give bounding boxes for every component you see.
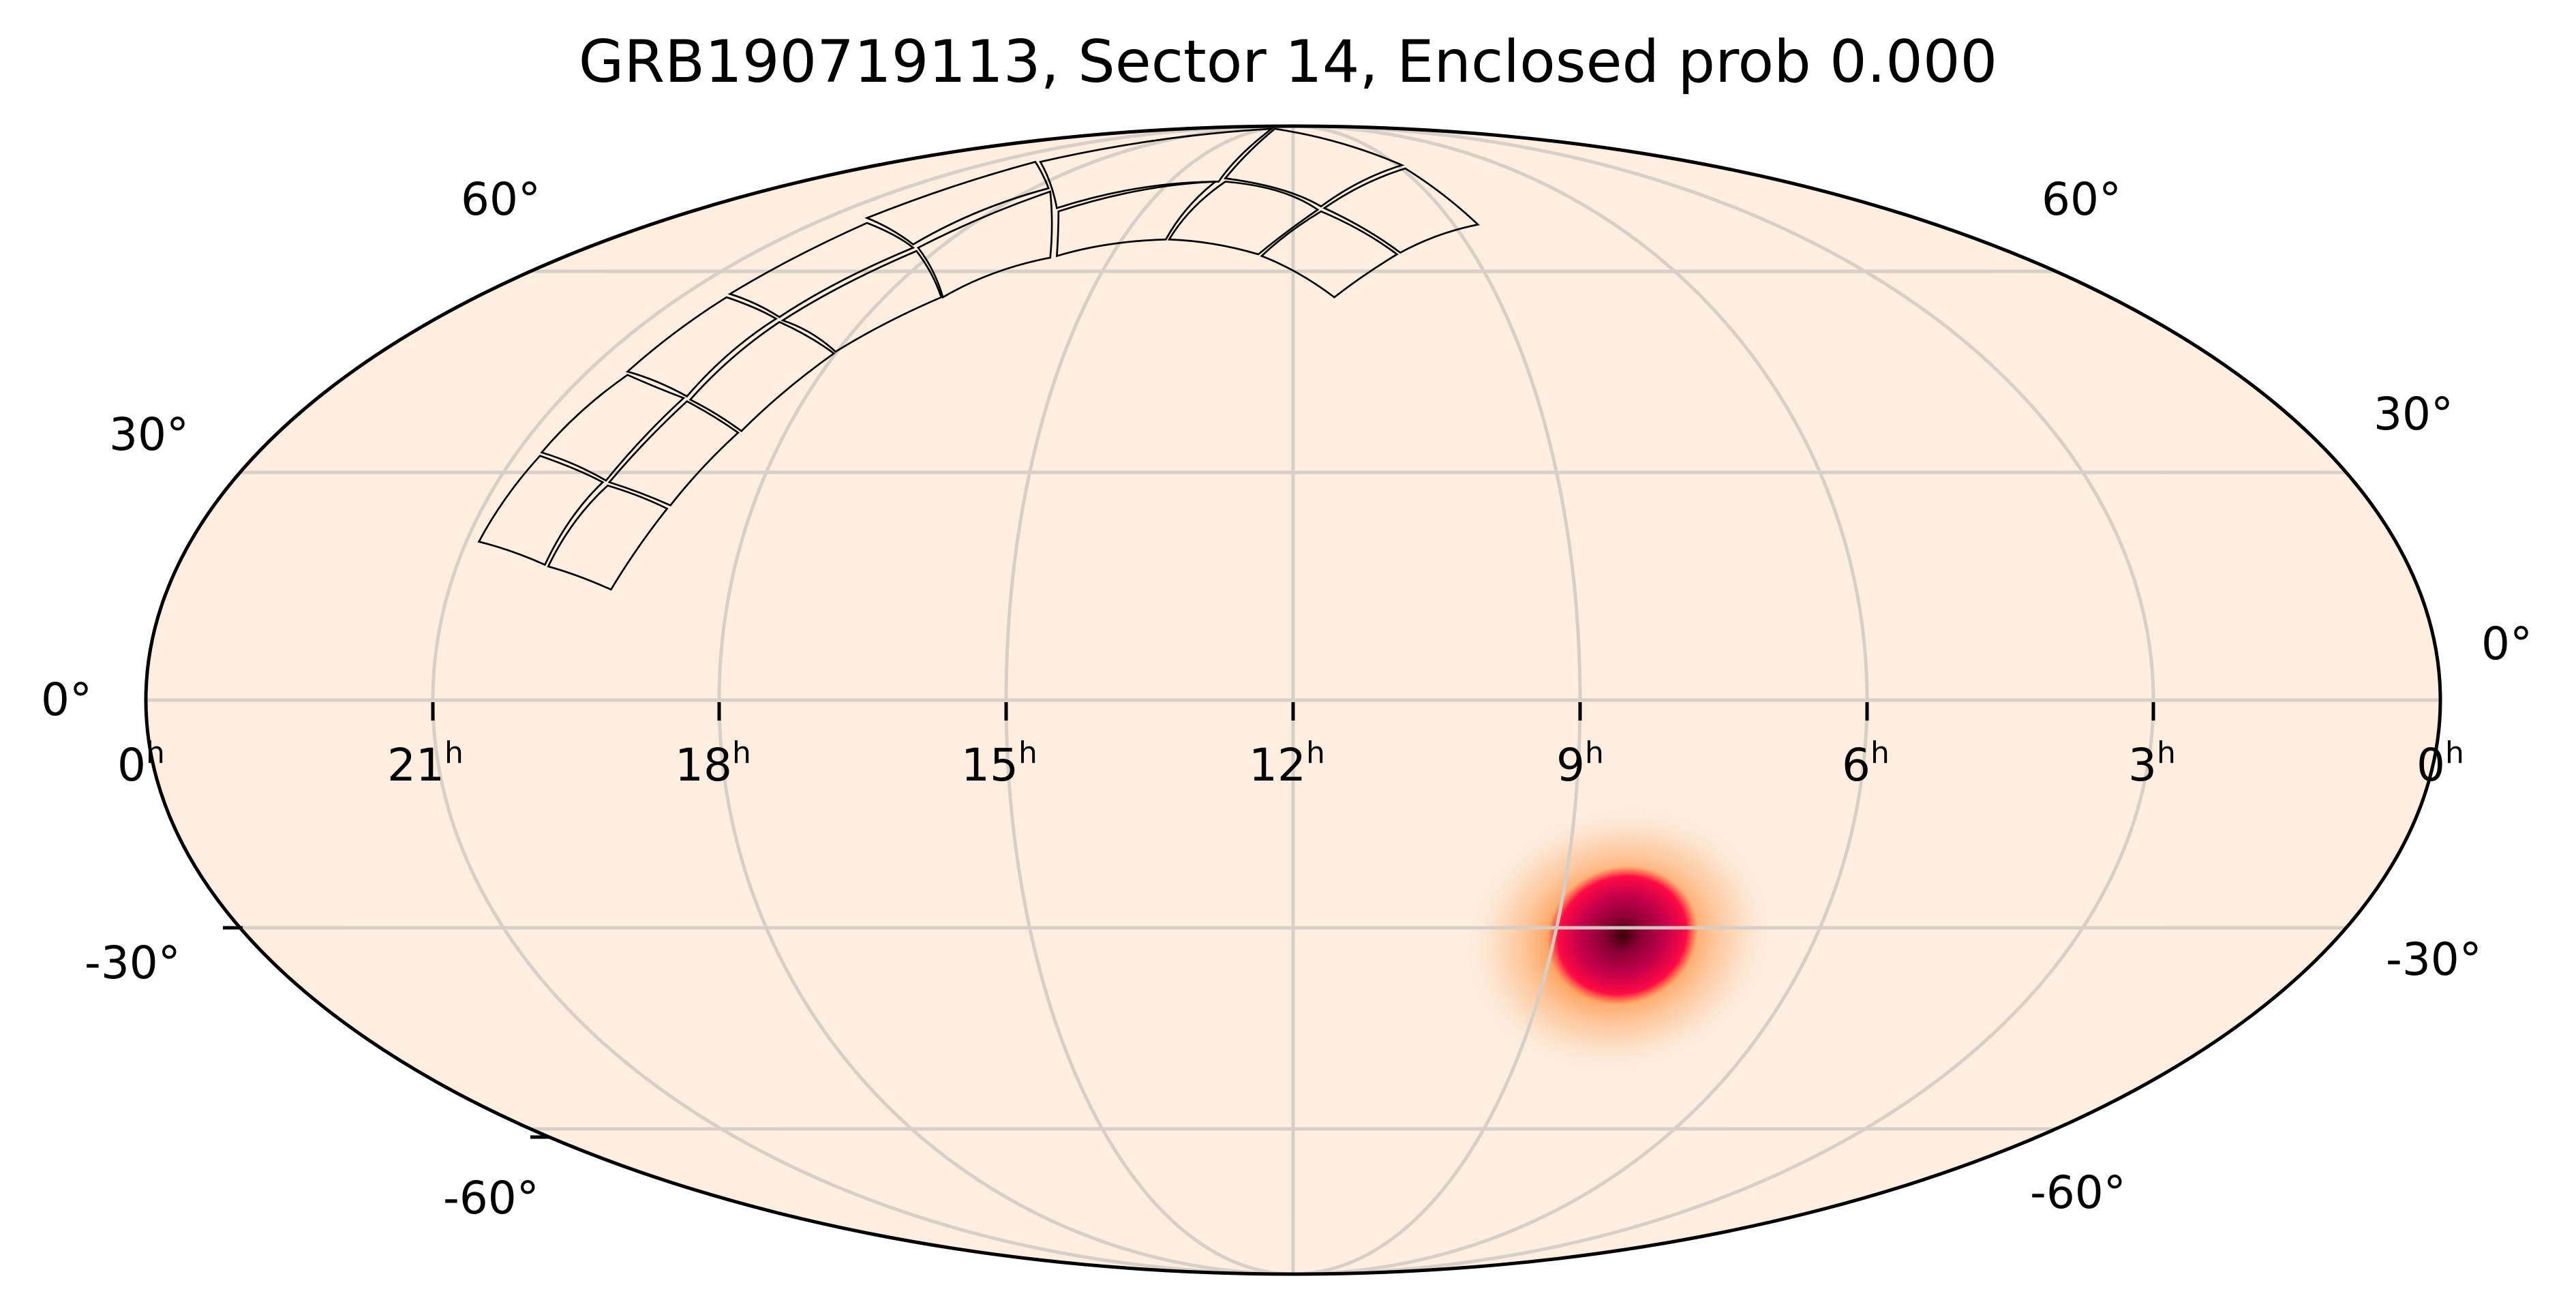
ccd-tile (1322, 167, 1480, 254)
ra-label-21h: 21h (387, 736, 464, 791)
sky-boundary (144, 124, 2442, 1276)
graticule (146, 126, 2440, 1274)
dec-label-right-neg30: -30° (2386, 933, 2482, 986)
ccd-tile (540, 374, 686, 482)
dec-ticks (223, 926, 549, 1139)
ccd-tile (607, 400, 740, 507)
probability-heatmap (1460, 801, 1778, 1078)
ra-label-6h: 6h (1842, 736, 1890, 791)
dec-label-right-neg60: -60° (2030, 1166, 2126, 1219)
ra-label-12h: 12h (1249, 736, 1325, 791)
ra-label-9h: 9h (1556, 736, 1604, 791)
ccd-tile (781, 250, 943, 353)
ccd-tile (477, 455, 605, 566)
ra-label-15h: 15h (961, 736, 1037, 791)
ccd-tile (1260, 210, 1399, 299)
dec-label-left-neg30: -30° (85, 937, 181, 989)
ra-label-18h: 18h (675, 736, 751, 791)
dec-label-left-neg60: -60° (443, 1172, 539, 1224)
ccd-tile (1055, 180, 1219, 258)
ccd-tile (547, 484, 669, 591)
dec-label-right-30: 30° (2374, 388, 2453, 440)
tess-footprint (477, 127, 1480, 591)
ra-label-3h: 3h (2128, 736, 2176, 791)
ccd-tile (916, 190, 1053, 299)
dec-label-right-0: 0° (2481, 618, 2532, 670)
ra-label-0h-right: 0h (2416, 736, 2464, 791)
ccd-tile (727, 222, 915, 318)
ccd-tile (688, 320, 836, 433)
ccd-tile (1223, 127, 1405, 208)
chart-title: GRB190719113, Sector 14, Enclosed prob 0… (578, 28, 1998, 96)
ccd-tile (864, 160, 1050, 246)
dec-label-left-30: 30° (109, 408, 189, 461)
ccd-tile (1167, 181, 1320, 256)
ccd-tile (625, 296, 778, 398)
ra-label-0h-left: 0h (117, 736, 165, 791)
dec-label-left-0: 0° (41, 674, 92, 726)
dec-label-left-60: 60° (461, 173, 541, 226)
dec-label-right-60: 60° (2042, 173, 2121, 226)
ccd-tile (1039, 127, 1275, 209)
ra-ticks (431, 702, 2155, 721)
